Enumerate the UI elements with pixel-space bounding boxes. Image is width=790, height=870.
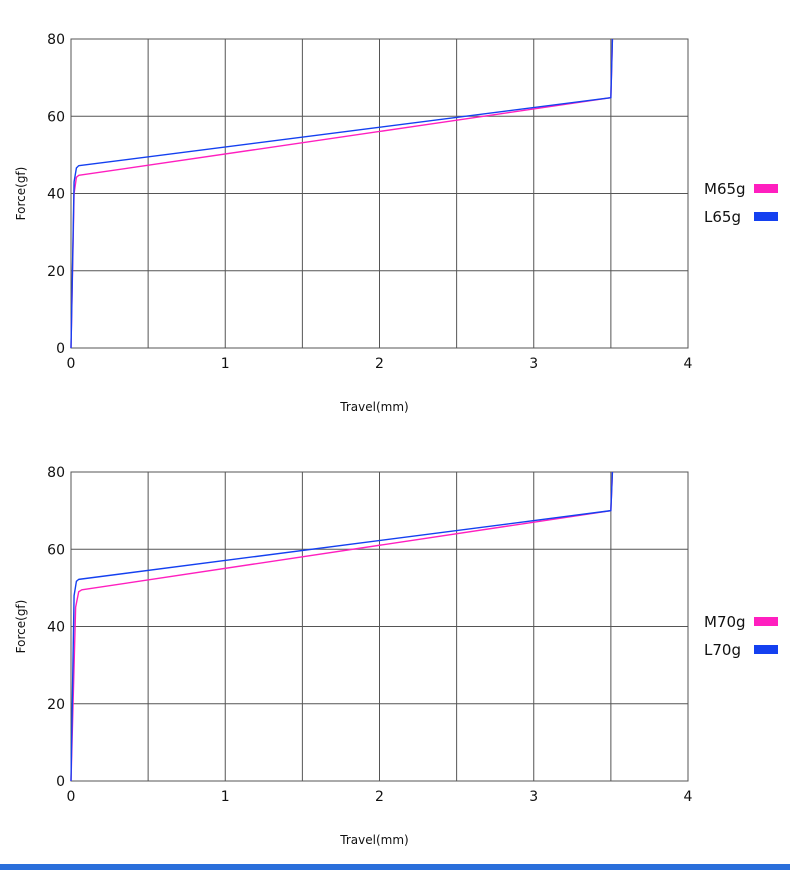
y-tick-label: 20 <box>47 697 65 713</box>
y-axis-label: Force(gf) <box>14 167 28 221</box>
x-tick-label: 4 <box>684 356 693 372</box>
x-tick-label: 2 <box>375 789 384 805</box>
y-tick-label: 0 <box>56 341 65 357</box>
x-axis-label: Travel(mm) <box>339 400 408 414</box>
legend-label: L70g <box>704 641 741 659</box>
x-tick-label: 0 <box>67 789 76 805</box>
y-axis-label: Force(gf) <box>14 600 28 654</box>
y-tick-label: 40 <box>47 620 65 636</box>
y-tick-label: 60 <box>47 109 65 125</box>
legend-label: L65g <box>704 208 741 226</box>
x-tick-label: 1 <box>221 789 230 805</box>
bottom-accent-bar <box>0 864 790 870</box>
y-tick-label: 20 <box>47 264 65 280</box>
legend-swatch <box>754 645 778 654</box>
x-tick-label: 4 <box>684 789 693 805</box>
x-tick-label: 2 <box>375 356 384 372</box>
legend-swatch <box>754 184 778 193</box>
series-line-l65g <box>70 38 614 349</box>
legend-label: M65g <box>704 180 746 198</box>
legend-label: M70g <box>704 613 746 631</box>
y-tick-label: 0 <box>56 774 65 790</box>
y-tick-label: 40 <box>47 187 65 203</box>
x-tick-label: 1 <box>221 356 230 372</box>
series-line-l70g <box>70 471 614 782</box>
y-tick-label: 80 <box>47 465 65 481</box>
x-axis-label: Travel(mm) <box>339 833 408 847</box>
legend-swatch <box>754 617 778 626</box>
y-tick-label: 80 <box>47 32 65 48</box>
y-tick-label: 60 <box>47 542 65 558</box>
x-tick-label: 0 <box>67 356 76 372</box>
x-tick-label: 3 <box>529 789 538 805</box>
x-tick-label: 3 <box>529 356 538 372</box>
legend-swatch <box>754 212 778 221</box>
